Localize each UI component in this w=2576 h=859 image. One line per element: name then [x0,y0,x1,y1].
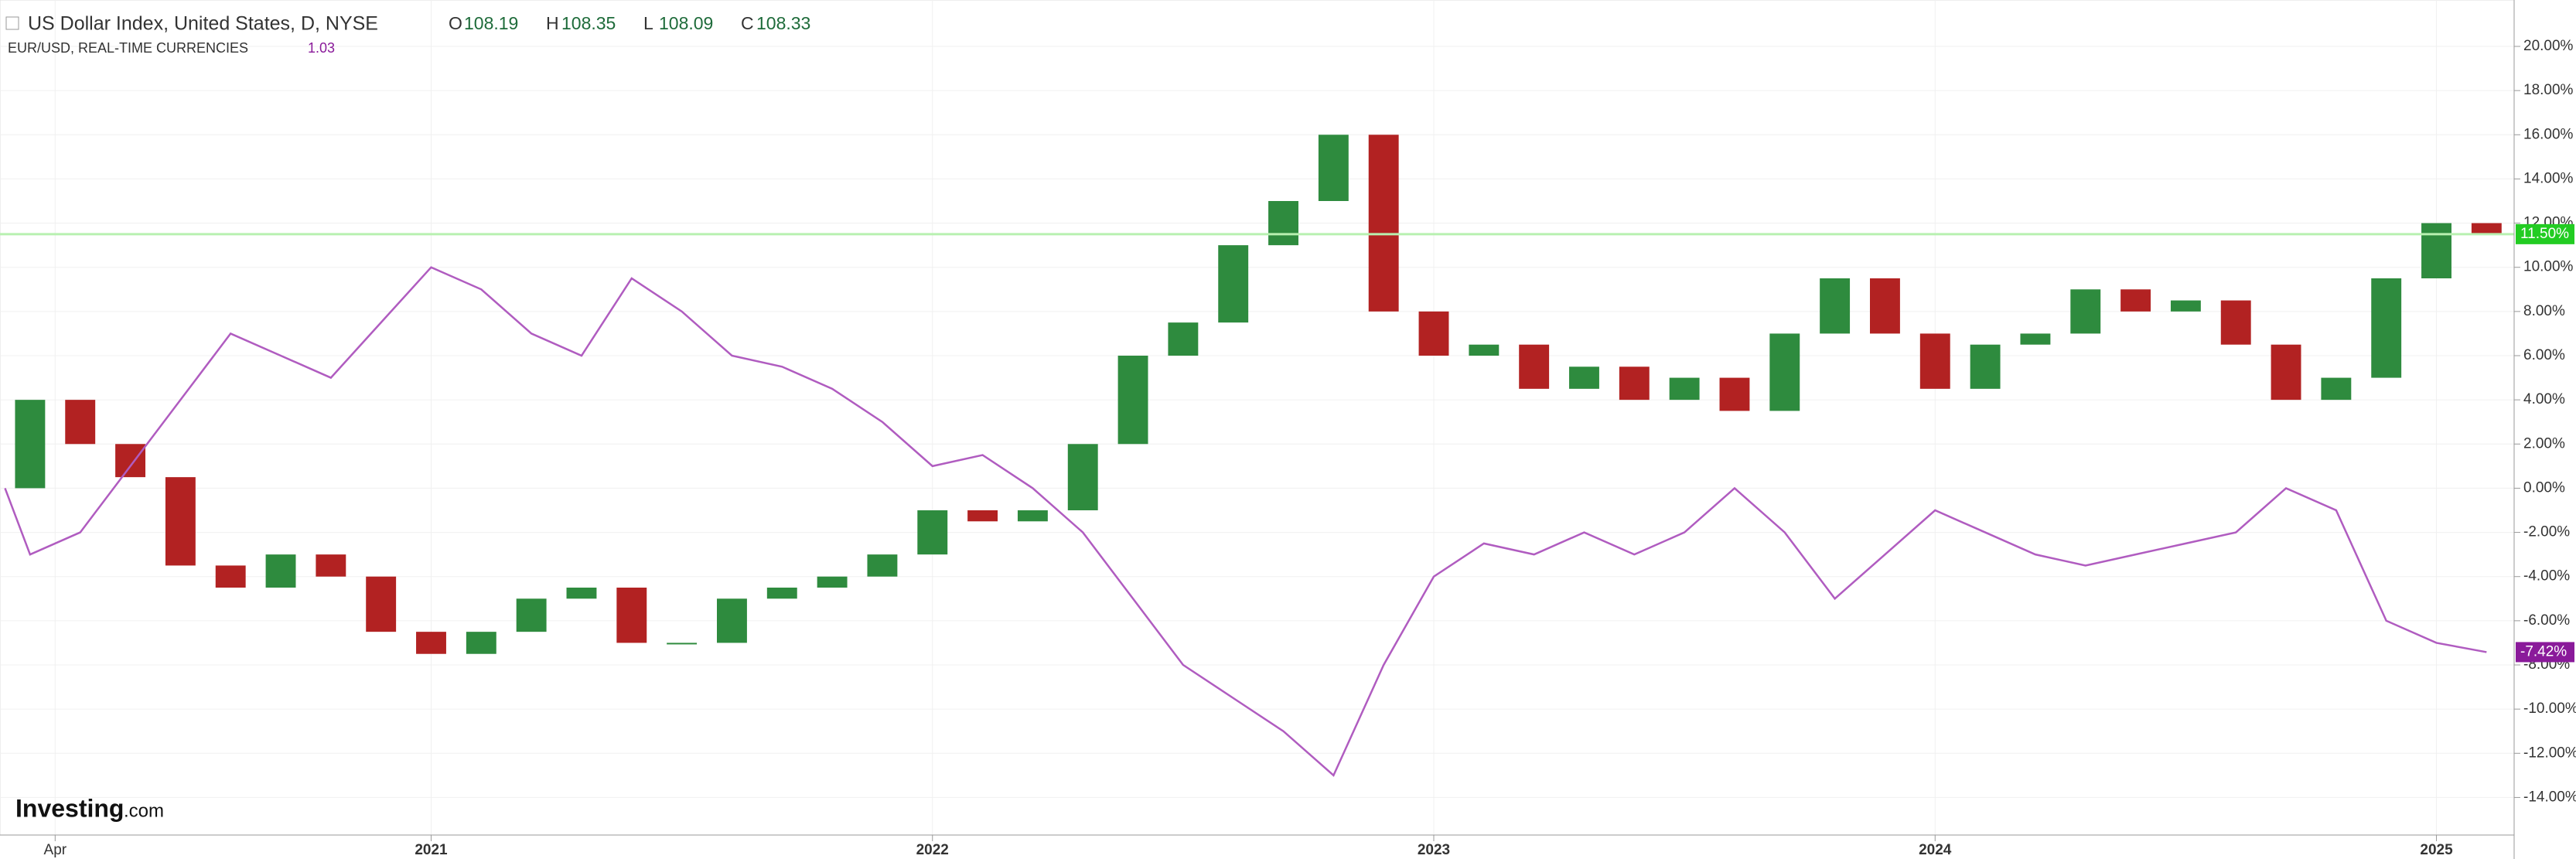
ohlc-value: 108.09 [659,13,713,33]
y-tick-label: 18.00% [2523,82,2574,98]
ohlc-value: 108.19 [464,13,518,33]
y-tick-label: -14.00% [2523,789,2576,805]
candle [667,643,698,645]
plot-area [0,0,2515,836]
candle [967,510,998,522]
y-tick-label: -2.00% [2523,524,2570,540]
candle [1619,366,1650,401]
candle [1067,444,1098,510]
candle [115,444,145,478]
chart-title: US Dollar Index, United States, D, NYSE [28,13,378,35]
candle [817,576,848,588]
ohlc-key: C [741,13,754,33]
candle [416,632,446,654]
candle [1970,344,2001,389]
y-tick-label: 0.00% [2523,479,2565,496]
candle [717,598,747,643]
last-value-badge [2516,642,2574,663]
candle [1719,377,1750,411]
y-tick-label: -4.00% [2523,568,2570,585]
logo-suffix: .com [124,800,164,821]
candle [1519,344,1550,389]
x-tick-label: 2021 [415,842,448,858]
candle [1820,278,1851,334]
candle [65,400,96,445]
candle [867,554,898,577]
line-series [4,266,2487,777]
candle [766,588,797,599]
candle [1769,333,1800,411]
last-value-label: 11.50% [2520,226,2569,242]
candle [1869,278,1900,334]
candle [1469,344,1500,356]
candle [466,632,496,654]
candle [2070,289,2101,334]
x-tick-label: 2022 [916,842,949,858]
y-tick-label: 16.00% [2523,126,2574,142]
marks [0,135,2514,777]
candle [1569,366,1599,389]
y-tick-label: 20.00% [2523,38,2574,54]
candle [1919,333,1950,389]
candle [2421,223,2451,278]
compare-title: EUR/USD, REAL-TIME CURRENCIES [8,40,248,56]
y-tick-label: 2.00% [2523,435,2565,452]
candle [566,588,597,599]
y-tick-label: -6.00% [2523,612,2570,629]
candle [165,477,196,566]
ohlc-value: 108.33 [756,13,810,33]
last-value-badge [2516,223,2574,244]
candle [265,554,296,588]
candle [1669,377,1700,401]
candle [2271,344,2301,401]
candle [2020,333,2051,345]
collapse-icon[interactable] [5,16,19,30]
candle [2121,289,2151,312]
candle [2371,278,2402,378]
candle [1117,356,1148,445]
ohlc-key: H [546,13,559,33]
x-tick-label: 2023 [1418,842,1450,858]
candle [616,588,647,643]
candle [516,598,547,632]
y-tick-label: 6.00% [2523,347,2565,363]
candle [917,510,948,555]
ohlc-key: L [643,13,653,33]
x-tick-label: 2025 [2420,842,2453,858]
y-tick-label: 4.00% [2523,391,2565,407]
candle [2170,300,2201,312]
candle [1368,135,1399,312]
y-tick-label: 14.00% [2523,170,2574,186]
candle [1418,311,1449,356]
x-tick-label: Apr [44,842,67,858]
y-tick-label: 10.00% [2523,259,2574,275]
candle [316,554,346,577]
candle [15,400,46,489]
candle [1218,245,1249,323]
candle [2220,300,2251,345]
candle [2471,223,2502,234]
candle [1318,135,1349,201]
y-tick-label: -10.00% [2523,700,2576,717]
ohlc-legend: O 108.19 H 108.35 L 108.09 C 108.33 [449,13,810,33]
candle [2321,377,2352,401]
y-tick-label: 8.00% [2523,303,2565,319]
ohlc-key: O [449,13,462,33]
candle [366,576,397,632]
y-tick-label: -12.00% [2523,745,2576,761]
last-value-label: -7.42% [2520,643,2567,660]
candle [215,565,246,588]
ohlc-value: 108.35 [561,13,616,33]
logo-brand: Investing [15,794,124,822]
candle [1168,322,1199,356]
compare-value: 1.03 [308,40,335,56]
x-tick-label: 2024 [1919,842,1952,858]
candle [1017,510,1048,522]
candle [1268,201,1298,246]
